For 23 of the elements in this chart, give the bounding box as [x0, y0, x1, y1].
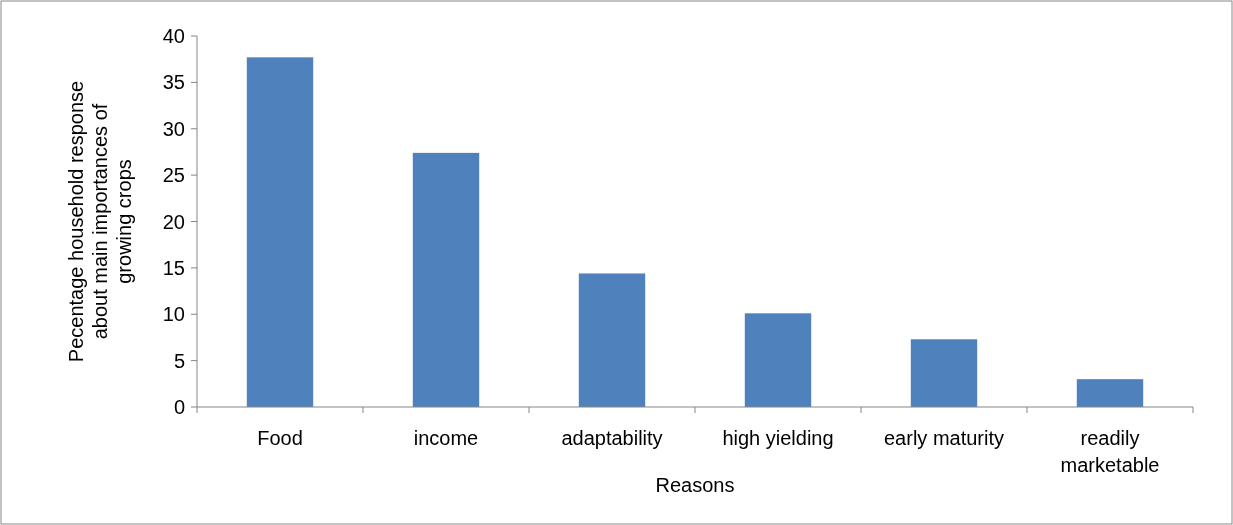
x-axis-title: Reasons — [655, 474, 735, 496]
x-tick-label: income — [413, 427, 479, 449]
y-tick-label: 30 — [162, 117, 185, 140]
y-axis-title: Pecentage household response about main importances of growing crops — [65, 80, 135, 363]
x-tick-label: adaptability — [561, 427, 663, 449]
bar — [1076, 379, 1144, 407]
y-tick-label: 0 — [173, 396, 185, 418]
bar — [412, 152, 480, 407]
y-tick-label: 40 — [162, 25, 185, 47]
y-tick-label: 15 — [162, 256, 185, 279]
y-tick-label: 35 — [162, 71, 185, 94]
y-tick-label: 10 — [162, 303, 185, 326]
x-tick-label: readily marketable — [1060, 427, 1160, 476]
bar — [744, 313, 812, 407]
x-tick-label: Food — [257, 427, 303, 449]
y-tick-label: 25 — [162, 164, 185, 187]
y-tick-label: 5 — [173, 349, 185, 372]
y-tick-label: 20 — [162, 210, 185, 233]
bar — [246, 57, 314, 407]
x-tick-label: high yielding — [722, 427, 834, 449]
x-tick-label: early maturity — [883, 427, 1005, 449]
bar — [910, 339, 978, 407]
bar — [578, 273, 646, 407]
